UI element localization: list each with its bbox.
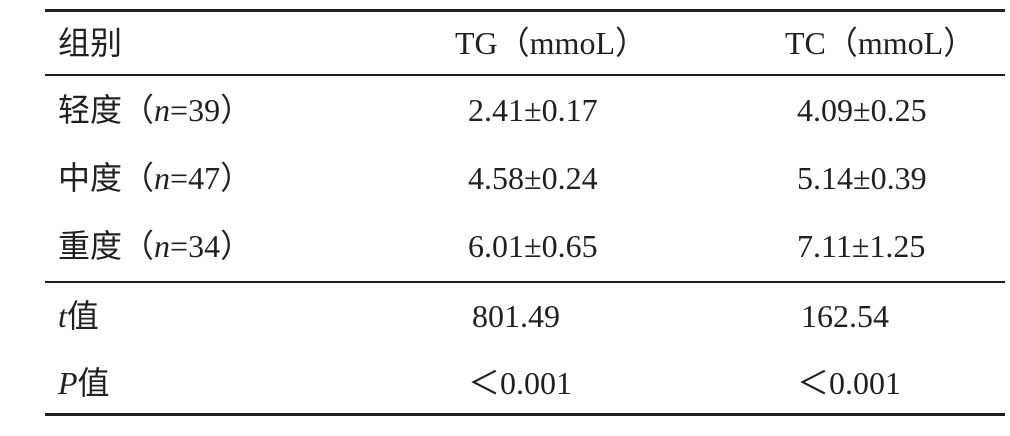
- label-var: t: [58, 298, 67, 334]
- header-rule: [45, 74, 1005, 76]
- label-text: =47）: [170, 160, 253, 196]
- cell: 162.54: [801, 298, 889, 334]
- row-label: t值: [58, 296, 99, 336]
- stats-rule: [45, 281, 1005, 283]
- label-text: 值: [66, 298, 99, 334]
- cell: 2.41±0.17: [468, 92, 598, 128]
- label-var: n: [154, 92, 171, 128]
- label-var: P: [58, 365, 78, 401]
- label-text: 中度（: [58, 160, 155, 196]
- cell: 4.09±0.25: [797, 92, 927, 128]
- row-label: P值: [58, 363, 110, 403]
- label-text: 轻度（: [58, 92, 155, 128]
- bottom-rule: [45, 413, 1005, 416]
- row-label: 重度（n=34）: [58, 226, 252, 266]
- header-cell: 组别: [58, 25, 123, 61]
- label-var: n: [154, 160, 171, 196]
- cell: ＜0.001: [797, 365, 902, 401]
- label-text: =39）: [170, 92, 253, 128]
- cell: 4.58±0.24: [468, 160, 598, 196]
- row-label: 中度（n=47）: [58, 158, 252, 198]
- label-text: =34）: [170, 228, 253, 264]
- cell: ＜0.001: [468, 365, 573, 401]
- cell: 801.49: [472, 298, 560, 334]
- header-cell: TC（mmoL）: [785, 25, 976, 61]
- label-var: n: [154, 228, 171, 264]
- cell: 5.14±0.39: [797, 160, 927, 196]
- header-cell: TG（mmoL）: [455, 25, 647, 61]
- cell: 7.11±1.25: [797, 228, 926, 264]
- label-text: 值: [77, 365, 110, 401]
- top-rule: [45, 9, 1005, 12]
- row-label: 轻度（n=39）: [58, 90, 252, 130]
- cell: 6.01±0.65: [468, 228, 598, 264]
- label-text: 重度（: [58, 228, 155, 264]
